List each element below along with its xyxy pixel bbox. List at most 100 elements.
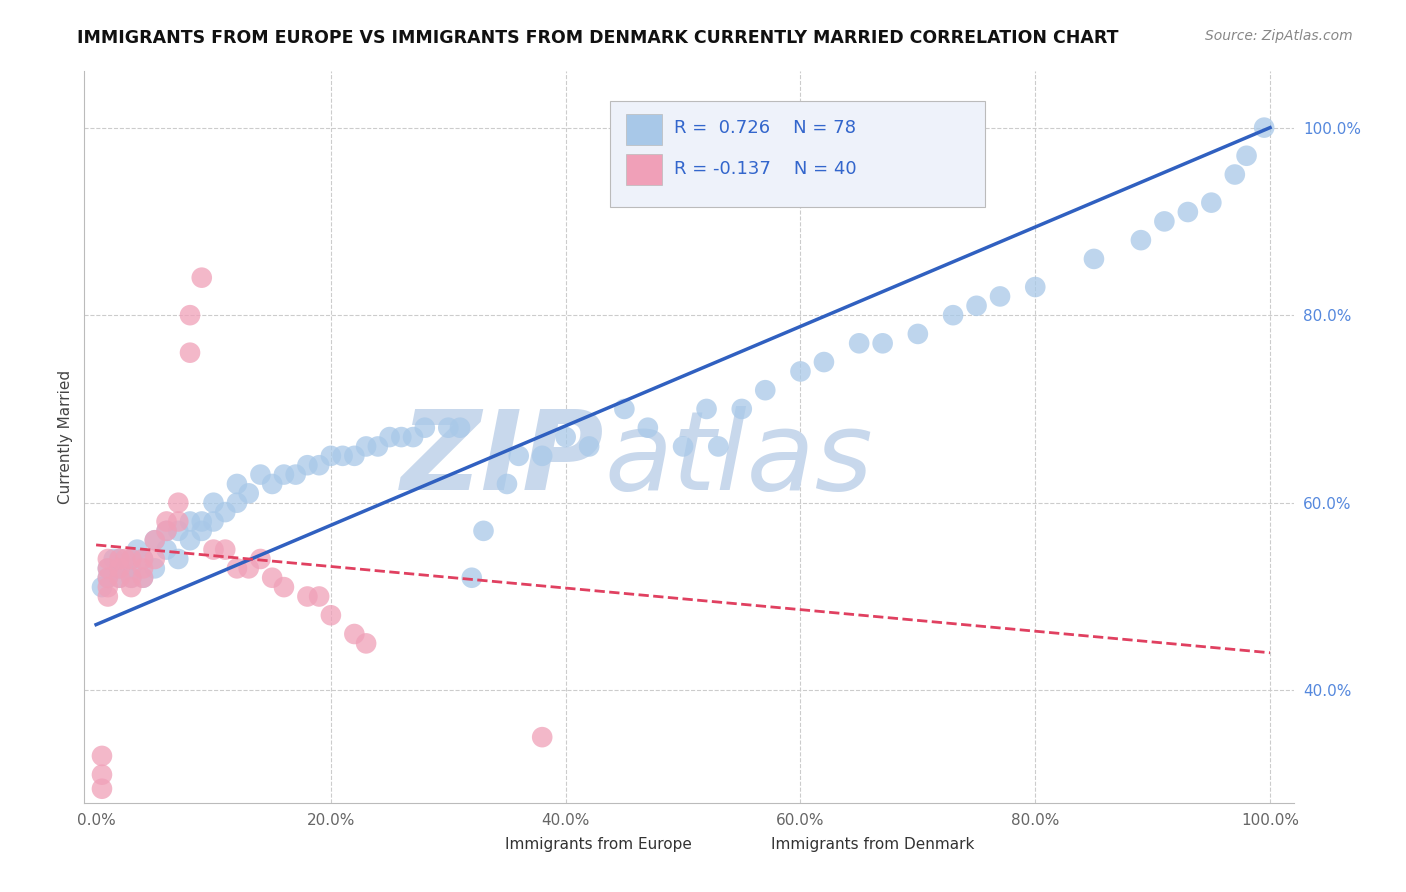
Point	[343, 627, 366, 641]
Point	[167, 496, 190, 510]
Point	[143, 533, 166, 548]
Point	[367, 440, 389, 454]
Point	[249, 467, 271, 482]
Point	[1236, 149, 1258, 163]
Point	[437, 420, 460, 434]
Text: atlas: atlas	[605, 406, 873, 513]
Point	[167, 524, 190, 538]
Text: Source: ZipAtlas.com: Source: ZipAtlas.com	[1205, 29, 1353, 43]
Point	[413, 420, 436, 434]
Point	[120, 571, 142, 585]
Point	[190, 270, 212, 285]
Point	[262, 571, 284, 585]
Point	[179, 308, 201, 322]
Point	[707, 440, 730, 454]
Point	[97, 552, 120, 566]
Point	[731, 401, 754, 416]
Point	[155, 515, 177, 529]
Point	[97, 580, 120, 594]
Point	[108, 561, 131, 575]
Point	[179, 515, 201, 529]
Text: R =  0.726    N = 78: R = 0.726 N = 78	[675, 120, 856, 137]
Point	[354, 636, 377, 650]
Bar	[626, 114, 662, 145]
Point	[637, 420, 659, 434]
Point	[789, 364, 811, 378]
Point	[108, 571, 131, 585]
Point	[942, 308, 965, 322]
Point	[120, 561, 142, 575]
Point	[1201, 195, 1223, 210]
Point	[108, 552, 131, 566]
Point	[97, 571, 120, 585]
Point	[531, 730, 554, 744]
Point	[1223, 168, 1246, 182]
Point	[179, 345, 201, 359]
Point	[284, 467, 307, 482]
Point	[120, 552, 142, 566]
Point	[202, 542, 225, 557]
Point	[103, 552, 125, 566]
Text: Immigrants from Europe: Immigrants from Europe	[505, 837, 692, 852]
Point	[97, 561, 120, 575]
Point	[120, 580, 142, 594]
Point	[1024, 280, 1046, 294]
Point	[114, 552, 136, 566]
Bar	[626, 154, 662, 185]
FancyBboxPatch shape	[610, 101, 986, 207]
Text: Immigrants from Denmark: Immigrants from Denmark	[770, 837, 974, 852]
Point	[214, 505, 236, 519]
Point	[202, 496, 225, 510]
Point	[273, 467, 295, 482]
Point	[108, 571, 131, 585]
Point	[554, 430, 576, 444]
Point	[97, 571, 120, 585]
Point	[578, 440, 600, 454]
Point	[848, 336, 870, 351]
Point	[226, 496, 249, 510]
Point	[132, 552, 155, 566]
Bar	[465, 833, 495, 855]
Point	[672, 440, 695, 454]
Point	[214, 542, 236, 557]
Point	[354, 440, 377, 454]
Point	[872, 336, 894, 351]
Point	[449, 420, 471, 434]
Point	[120, 571, 142, 585]
Point	[132, 552, 155, 566]
Point	[613, 401, 636, 416]
Point	[319, 608, 342, 623]
Text: IMMIGRANTS FROM EUROPE VS IMMIGRANTS FROM DENMARK CURRENTLY MARRIED CORRELATION : IMMIGRANTS FROM EUROPE VS IMMIGRANTS FRO…	[77, 29, 1119, 46]
Point	[155, 524, 177, 538]
Point	[1153, 214, 1175, 228]
Point	[461, 571, 484, 585]
Point	[132, 561, 155, 575]
Point	[167, 515, 190, 529]
Point	[297, 458, 319, 473]
Point	[319, 449, 342, 463]
Point	[120, 552, 142, 566]
Point	[813, 355, 835, 369]
Point	[238, 486, 260, 500]
Point	[143, 552, 166, 566]
Point	[91, 781, 114, 796]
Point	[143, 533, 166, 548]
Point	[508, 449, 530, 463]
Point	[907, 326, 929, 341]
Point	[108, 552, 131, 566]
Point	[127, 542, 149, 557]
Y-axis label: Currently Married: Currently Married	[58, 370, 73, 504]
Point	[97, 590, 120, 604]
Point	[1253, 120, 1275, 135]
Point	[91, 748, 114, 763]
Point	[97, 561, 120, 575]
Text: R = -0.137    N = 40: R = -0.137 N = 40	[675, 160, 858, 178]
Point	[988, 289, 1011, 303]
Point	[114, 561, 136, 575]
Point	[226, 561, 249, 575]
Bar	[731, 833, 762, 855]
Point	[378, 430, 401, 444]
Point	[155, 542, 177, 557]
Point	[343, 449, 366, 463]
Point	[249, 552, 271, 566]
